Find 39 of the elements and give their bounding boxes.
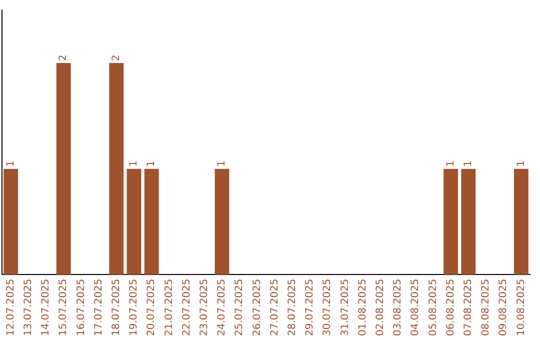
x-tick-label: 24.07.2025 <box>216 278 228 336</box>
x-tick-label: 17.07.2025 <box>93 278 104 336</box>
x-tick-label: 27.07.2025 <box>269 278 280 336</box>
x-tick-label: 04.08.2025 <box>410 278 422 336</box>
x-tick-label: 26.07.2025 <box>252 278 263 336</box>
x-tick-label: 01.08.2025 <box>357 278 368 336</box>
x-tick-label: 09.08.2025 <box>498 278 510 336</box>
x-tick-label: 22.07.2025 <box>181 278 192 336</box>
x-tick-label: 06.08.2025 <box>445 278 456 336</box>
x-tick-label: 03.08.2025 <box>392 278 404 336</box>
data-label: 1 <box>462 160 474 167</box>
x-tick-label: 12.07.2025 <box>5 278 16 336</box>
x-tick-label: 16.07.2025 <box>76 278 87 336</box>
data-label: 1 <box>5 160 16 167</box>
x-tick-label: 07.08.2025 <box>462 278 474 336</box>
data-label: 1 <box>516 160 527 167</box>
x-tick-label: 08.08.2025 <box>480 278 492 336</box>
x-tick-label: 02.08.2025 <box>374 278 386 336</box>
data-label: 1 <box>445 160 456 167</box>
x-tick-label: 05.08.2025 <box>428 278 439 336</box>
x-tick-label: 15.07.2025 <box>58 278 70 336</box>
x-tick-label: 14.07.2025 <box>40 278 52 336</box>
x-tick-label: 21.07.2025 <box>164 278 175 336</box>
x-tick-label: 23.07.2025 <box>198 278 210 336</box>
x-tick-label: 13.07.2025 <box>22 278 34 336</box>
x-tick-label: 29.07.2025 <box>304 278 316 336</box>
data-label: 1 <box>216 160 228 167</box>
x-tick-label: 20.07.2025 <box>146 278 158 336</box>
data-label: 1 <box>128 160 140 167</box>
data-label: 2 <box>58 54 70 61</box>
x-tick-label: 28.07.2025 <box>286 278 298 336</box>
x-tick-label: 19.07.2025 <box>128 278 140 336</box>
data-label: 2 <box>110 54 122 61</box>
x-tick-label: 18.07.2025 <box>110 278 122 336</box>
x-tick-label: 25.07.2025 <box>234 278 246 336</box>
x-tick-label: 30.07.2025 <box>322 278 334 336</box>
data-label: 1 <box>146 160 158 167</box>
x-tick-label: 31.07.2025 <box>340 278 351 336</box>
x-tick-label: 10.08.2025 <box>516 278 527 336</box>
